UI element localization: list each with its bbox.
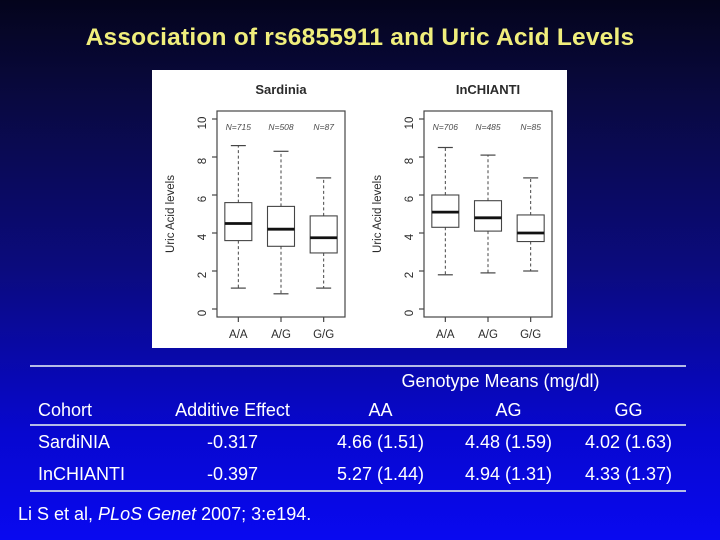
cell-additive-effect: -0.317	[206, 431, 259, 452]
svg-text:Uric Acid levels: Uric Acid levels	[165, 175, 177, 253]
svg-text:10: 10	[197, 117, 209, 130]
svg-text:Sardinia: Sardinia	[255, 82, 307, 97]
genotype-means-header: Genotype Means (mg/dl)	[401, 371, 600, 391]
col-header-aa: AA	[315, 396, 446, 426]
cell-cohort: InCHIANTI	[30, 458, 150, 492]
svg-text:Uric Acid levels: Uric Acid levels	[372, 175, 384, 253]
svg-text:4: 4	[197, 233, 209, 240]
svg-text:N=715: N=715	[226, 122, 252, 132]
cell-ag: 4.48 (1.59)	[464, 431, 553, 452]
svg-text:6: 6	[404, 196, 416, 202]
citation: Li S et al, PLoS Genet 2007; 3:e194.	[18, 504, 311, 525]
cell-aa: 5.27 (1.44)	[315, 458, 446, 492]
table-span-spacer	[30, 366, 315, 396]
genotype-table-wrap: Genotype Means (mg/dl) Cohort Additive E…	[30, 365, 686, 492]
citation-suffix: 2007; 3:e194.	[196, 504, 312, 524]
boxplot-figure-panel: Sardinia 0 2 4 6 8 10 Uric Acid levels N=715 A/A N…	[152, 70, 567, 348]
svg-text:4: 4	[404, 233, 416, 240]
svg-text:8: 8	[404, 158, 416, 164]
svg-text:G/G: G/G	[520, 329, 541, 341]
cell-gg: 4.02 (1.63)	[584, 431, 673, 452]
boxplot-inchianti: InCHIANTI 0 2 4 6 8 10 Uric Acid levels N=706 A/A…	[359, 70, 566, 348]
svg-text:G/G: G/G	[313, 329, 334, 341]
svg-text:2: 2	[197, 272, 209, 278]
slide-title: Association of rs6855911 and Uric Acid L…	[85, 24, 635, 51]
cell-aa: 4.66 (1.51)	[336, 431, 425, 452]
svg-text:N=85: N=85	[520, 122, 541, 132]
cell-additive-effect: -0.397	[150, 458, 315, 492]
svg-text:N=508: N=508	[268, 122, 294, 132]
svg-text:A/G: A/G	[271, 329, 291, 341]
table-span-header-row: Genotype Means (mg/dl)	[30, 366, 686, 396]
svg-text:0: 0	[404, 310, 416, 316]
cell-gg: 4.33 (1.37)	[571, 458, 686, 492]
cell-ag: 4.94 (1.31)	[446, 458, 571, 492]
svg-text:10: 10	[404, 117, 416, 130]
citation-journal: PLoS Genet	[98, 504, 197, 524]
col-header-additive-effect: Additive Effect	[150, 396, 315, 426]
svg-text:InCHIANTI: InCHIANTI	[456, 82, 520, 97]
boxplot-sardinia: Sardinia 0 2 4 6 8 10 Uric Acid levels N=715 A/A N…	[152, 70, 359, 348]
svg-text:2: 2	[404, 272, 416, 278]
table-column-header-row: Cohort Additive Effect AA AG GG	[30, 396, 686, 426]
svg-text:6: 6	[197, 196, 209, 202]
col-header-gg: GG	[571, 396, 686, 426]
table-row-inchianti: InCHIANTI -0.397 5.27 (1.44) 4.94 (1.31)…	[30, 458, 686, 492]
svg-text:A/A: A/A	[229, 329, 248, 341]
genotype-table: Genotype Means (mg/dl) Cohort Additive E…	[30, 365, 686, 492]
col-header-cohort: Cohort	[30, 396, 150, 426]
svg-text:A/G: A/G	[478, 329, 498, 341]
svg-text:0: 0	[197, 310, 209, 316]
svg-text:N=706: N=706	[433, 122, 459, 132]
col-header-ag: AG	[446, 396, 571, 426]
svg-text:8: 8	[197, 158, 209, 164]
table-row-sardinia: SardiNIA -0.317 4.66 (1.51) 4.48 (1.59) …	[30, 425, 686, 458]
svg-text:N=87: N=87	[313, 122, 334, 132]
cell-cohort: SardiNIA	[38, 431, 111, 452]
svg-text:N=485: N=485	[475, 122, 501, 132]
citation-prefix: Li S et al,	[18, 504, 99, 524]
svg-text:A/A: A/A	[436, 329, 455, 341]
